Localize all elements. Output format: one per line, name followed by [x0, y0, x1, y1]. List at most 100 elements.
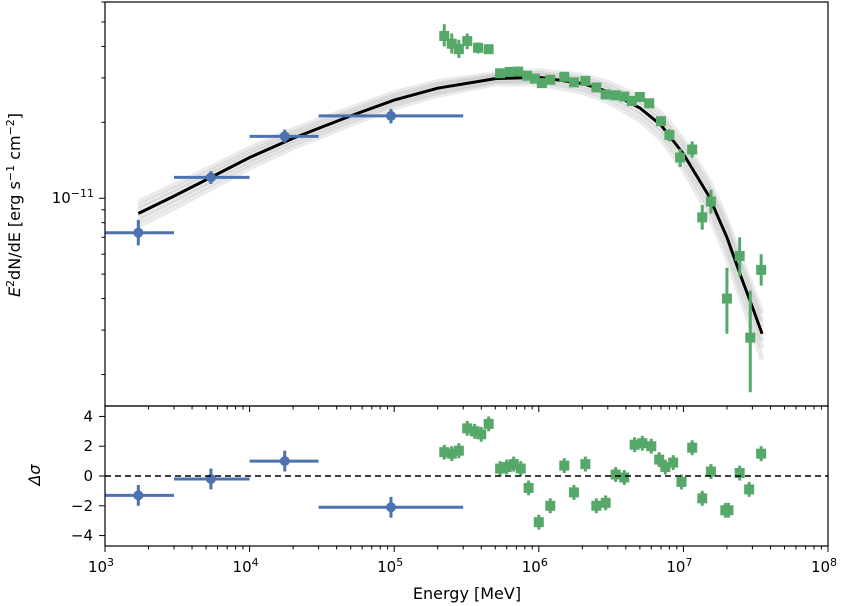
high-energy-marker	[439, 30, 450, 41]
model-curve-sample	[137, 72, 765, 329]
bottom-y-tick-label: 4	[83, 407, 93, 425]
high-energy-marker	[705, 196, 716, 207]
high-energy-marker	[668, 457, 679, 468]
high-energy-marker	[600, 497, 611, 508]
high-energy-marker	[610, 469, 621, 480]
high-energy-marker	[495, 463, 506, 474]
high-energy-marker	[676, 476, 687, 487]
high-energy-marker	[664, 130, 675, 141]
bottom-y-tick-label: −2	[71, 497, 93, 515]
high-energy-marker	[626, 95, 637, 106]
high-energy-marker	[734, 468, 745, 479]
high-energy-marker	[453, 445, 464, 456]
top-data-points	[105, 24, 767, 393]
model-curve-sample	[137, 81, 765, 361]
high-energy-marker	[469, 426, 480, 437]
high-energy-marker	[687, 442, 698, 453]
high-energy-marker	[446, 38, 457, 49]
high-energy-marker	[697, 493, 708, 504]
high-energy-marker	[522, 70, 533, 81]
high-energy-marker	[462, 423, 473, 434]
high-energy-marker	[559, 460, 570, 471]
residual-data-points	[105, 416, 767, 530]
model-curve-bundle	[137, 68, 765, 361]
high-energy-marker	[591, 500, 602, 511]
high-energy-marker	[591, 82, 602, 93]
high-energy-marker	[453, 44, 464, 55]
low-energy-marker	[133, 490, 144, 501]
high-energy-marker	[533, 517, 544, 528]
x-tick-label: 105	[377, 556, 403, 577]
high-energy-marker	[656, 116, 667, 127]
high-energy-marker	[619, 472, 630, 483]
high-energy-marker	[508, 459, 519, 470]
model-curve-sample	[137, 70, 765, 322]
high-energy-marker	[637, 438, 648, 449]
high-energy-marker	[660, 462, 671, 473]
top-ylabel: E2dN/dE [erg s−1 cm−2]	[4, 113, 25, 297]
high-energy-marker	[756, 448, 767, 459]
x-tick-label: 103	[88, 556, 114, 577]
high-energy-marker	[536, 78, 547, 89]
high-energy-marker	[644, 98, 655, 109]
x-tick-label: 104	[233, 556, 259, 577]
high-energy-marker	[504, 66, 515, 77]
high-energy-marker	[697, 212, 708, 223]
low-energy-marker	[133, 227, 144, 238]
bottom-panel-plot: 103 104 105 106 107 108 4 2 0 −2 −4	[71, 405, 837, 577]
bottom-y-tick-label: −4	[71, 527, 93, 545]
bottom-y-tick-label: 2	[83, 437, 93, 455]
bottom-ylabel: Δσ	[25, 464, 44, 488]
high-energy-marker	[600, 89, 611, 100]
high-energy-marker	[501, 462, 512, 473]
low-energy-marker	[279, 456, 290, 467]
high-energy-marker	[568, 77, 579, 88]
top-y-tick-label: 10−11	[52, 187, 94, 208]
x-tick-label: 108	[811, 556, 837, 577]
high-energy-marker	[619, 91, 630, 102]
high-energy-marker	[723, 505, 734, 516]
high-energy-marker	[545, 74, 556, 85]
model-curve-sample	[137, 68, 765, 314]
high-energy-marker	[745, 332, 756, 343]
high-energy-marker	[446, 448, 457, 459]
high-energy-marker	[568, 487, 579, 498]
high-energy-marker	[629, 439, 640, 450]
high-energy-marker	[580, 75, 591, 86]
low-energy-marker	[385, 110, 396, 121]
high-energy-marker	[515, 463, 526, 474]
top-panel-plot: 10−11	[52, 1, 829, 412]
high-energy-marker	[529, 73, 540, 84]
high-energy-marker	[654, 454, 665, 465]
bottom-y-tick-label: 0	[83, 467, 93, 485]
high-energy-marker	[646, 441, 657, 452]
x-tick-label: 106	[522, 556, 548, 577]
high-energy-marker	[523, 482, 534, 493]
high-energy-marker	[734, 251, 745, 262]
high-energy-marker	[513, 66, 524, 77]
high-energy-marker	[756, 264, 767, 275]
high-energy-marker	[559, 71, 570, 82]
high-energy-marker	[483, 44, 494, 55]
low-energy-marker	[205, 172, 216, 183]
high-energy-marker	[705, 466, 716, 477]
high-energy-marker	[462, 36, 473, 47]
high-energy-marker	[687, 144, 698, 155]
high-energy-marker	[744, 484, 755, 495]
high-energy-marker	[721, 293, 732, 304]
bottom-axes: 103 104 105 106 107 108 4 2 0 −2 −4	[71, 405, 837, 577]
high-energy-marker	[473, 42, 484, 53]
high-energy-marker	[476, 429, 487, 440]
high-energy-marker	[545, 500, 556, 511]
x-tick-label: 107	[666, 556, 692, 577]
high-energy-marker	[439, 447, 450, 458]
model-curve-sample	[137, 78, 765, 350]
high-energy-marker	[634, 92, 645, 103]
high-energy-marker	[580, 459, 591, 470]
high-energy-marker	[675, 152, 686, 163]
model-curve-sample	[137, 76, 765, 342]
low-energy-marker	[279, 131, 290, 142]
high-energy-marker	[495, 68, 506, 79]
high-energy-marker	[610, 90, 621, 101]
